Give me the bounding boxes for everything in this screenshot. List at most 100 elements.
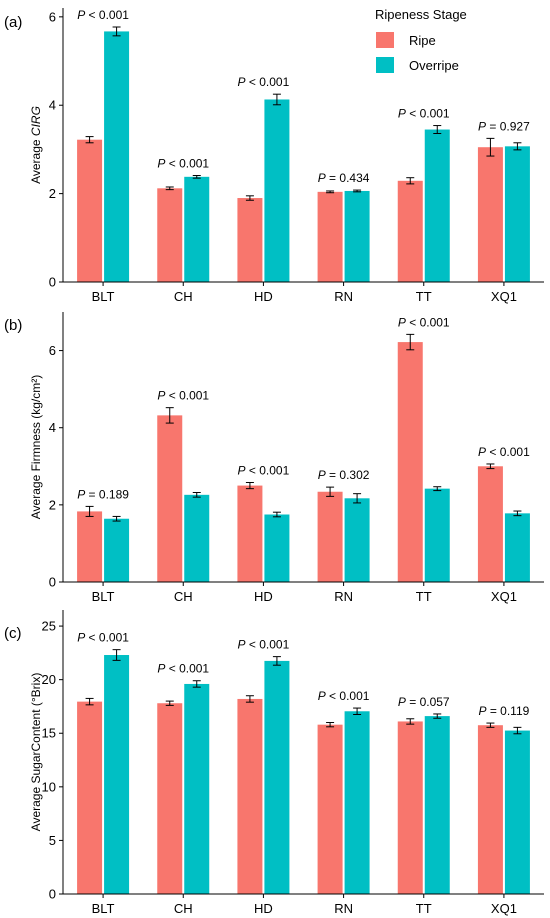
y-axis-title: Average SugarContent (°Brix) bbox=[29, 673, 43, 832]
bar-overripe bbox=[504, 513, 530, 582]
bar-overripe bbox=[424, 716, 450, 894]
p-symbol: P bbox=[398, 695, 406, 709]
p-symbol: P bbox=[77, 8, 85, 22]
y-tick-label: 0 bbox=[49, 575, 56, 590]
bar-overripe bbox=[504, 730, 530, 894]
x-tick-label: BLT bbox=[92, 289, 115, 304]
y-tick-label: 2 bbox=[49, 186, 56, 201]
bar-ripe bbox=[157, 188, 183, 282]
legend-label-ripe: Ripe bbox=[409, 33, 436, 48]
panel-1: (a) Average CIRG 0 2 4 6 P < 0.001 BLT P < 0.001… bbox=[4, 8, 544, 304]
x-tick-label: CH bbox=[174, 901, 193, 916]
bar-ripe bbox=[77, 139, 103, 282]
p-symbol: P bbox=[318, 689, 326, 703]
bar-ripe bbox=[397, 342, 423, 582]
bar-overripe bbox=[104, 518, 130, 582]
p-value-text: < 0.001 bbox=[85, 631, 129, 645]
p-symbol: P bbox=[77, 487, 85, 501]
x-tick-label: CH bbox=[174, 589, 193, 604]
x-tick-label: RN bbox=[334, 289, 353, 304]
p-value-label: P < 0.001 bbox=[157, 389, 209, 403]
p-value-text: < 0.001 bbox=[326, 689, 370, 703]
legend-label-overripe: Overripe bbox=[409, 58, 459, 73]
bar-ripe bbox=[397, 180, 423, 282]
bar-overripe bbox=[184, 494, 210, 582]
p-value-text: < 0.001 bbox=[165, 662, 209, 676]
p-value-text: < 0.001 bbox=[246, 463, 290, 477]
p-value-label: P = 0.057 bbox=[398, 695, 450, 709]
p-value-label: P < 0.001 bbox=[398, 315, 450, 329]
p-symbol: P bbox=[157, 156, 165, 170]
y-tick-label: 15 bbox=[42, 726, 56, 741]
y-axis-title: Average CIRG bbox=[29, 106, 43, 184]
y-tick-label: 4 bbox=[49, 98, 56, 113]
bar-ripe bbox=[477, 147, 503, 282]
bar-overripe bbox=[504, 146, 530, 282]
bar-ripe bbox=[157, 415, 183, 582]
y-tick-label: 4 bbox=[49, 420, 56, 435]
panel-2: (b) Average Firmness (kg/cm²) 0 2 4 6 P = 0.18… bbox=[4, 312, 544, 604]
legend-swatch-overripe bbox=[376, 57, 394, 73]
x-tick-label: TT bbox=[416, 289, 432, 304]
p-value-label: P = 0.302 bbox=[318, 468, 370, 482]
p-symbol: P bbox=[318, 171, 326, 185]
p-value-text: < 0.001 bbox=[246, 75, 290, 89]
bar-ripe bbox=[317, 191, 343, 282]
p-value-text: = 0.057 bbox=[406, 695, 450, 709]
p-value-label: P < 0.001 bbox=[398, 107, 450, 121]
p-symbol: P bbox=[238, 463, 246, 477]
p-value-text: < 0.001 bbox=[85, 8, 129, 22]
p-value-label: P < 0.001 bbox=[77, 8, 129, 22]
x-tick-label: TT bbox=[416, 589, 432, 604]
y-axis-title-italic: CIRG bbox=[29, 106, 43, 136]
p-value-text: < 0.001 bbox=[165, 156, 209, 170]
p-value-label: P = 0.434 bbox=[318, 171, 370, 185]
p-value-label: P < 0.001 bbox=[318, 689, 370, 703]
y-axis-title-text: Average Firmness (kg/cm²) bbox=[29, 375, 43, 519]
p-value-text: = 0.434 bbox=[326, 171, 370, 185]
bar-ripe bbox=[237, 698, 263, 894]
y-tick-label: 25 bbox=[42, 619, 56, 634]
p-value-text: < 0.001 bbox=[406, 107, 450, 121]
p-value-text: < 0.001 bbox=[165, 389, 209, 403]
p-symbol: P bbox=[478, 704, 486, 718]
p-value-label: P < 0.001 bbox=[478, 445, 530, 459]
bar-ripe bbox=[237, 198, 263, 282]
bar-ripe bbox=[317, 724, 343, 894]
panel-label: (b) bbox=[4, 317, 22, 334]
panel-label: (a) bbox=[4, 14, 22, 31]
y-tick-label: 20 bbox=[42, 672, 56, 687]
bar-ripe bbox=[77, 701, 103, 894]
p-value-label: P < 0.001 bbox=[77, 631, 129, 645]
y-axis-title-text: Average SugarContent (°Brix) bbox=[29, 673, 43, 832]
x-tick-label: CH bbox=[174, 289, 193, 304]
p-value-text: = 0.119 bbox=[487, 704, 530, 718]
legend-title: Ripeness Stage bbox=[375, 7, 467, 22]
bar-overripe bbox=[344, 498, 370, 582]
p-value-text: = 0.302 bbox=[326, 468, 370, 482]
p-value-label: P = 0.927 bbox=[478, 119, 530, 133]
y-tick-label: 10 bbox=[42, 779, 56, 794]
p-symbol: P bbox=[398, 107, 406, 121]
x-tick-label: RN bbox=[334, 901, 353, 916]
y-axis-title: Average Firmness (kg/cm²) bbox=[29, 375, 43, 519]
y-axis-title-text: Average bbox=[29, 136, 43, 184]
p-value-text: < 0.001 bbox=[406, 315, 450, 329]
p-symbol: P bbox=[398, 315, 406, 329]
y-tick-label: 0 bbox=[49, 887, 56, 902]
y-tick-label: 6 bbox=[49, 343, 56, 358]
x-tick-label: HD bbox=[254, 901, 273, 916]
x-tick-label: HD bbox=[254, 289, 273, 304]
p-value-label: P = 0.119 bbox=[478, 704, 529, 718]
bar-overripe bbox=[184, 176, 210, 282]
bar-ripe bbox=[77, 511, 103, 582]
p-symbol: P bbox=[318, 468, 326, 482]
x-tick-label: XQ1 bbox=[491, 589, 517, 604]
p-value-text: < 0.001 bbox=[486, 445, 530, 459]
y-tick-label: 2 bbox=[49, 497, 56, 512]
bar-ripe bbox=[237, 485, 263, 582]
x-tick-label: BLT bbox=[92, 901, 115, 916]
bar-overripe bbox=[424, 488, 450, 582]
x-tick-label: RN bbox=[334, 589, 353, 604]
bar-overripe bbox=[184, 683, 210, 894]
